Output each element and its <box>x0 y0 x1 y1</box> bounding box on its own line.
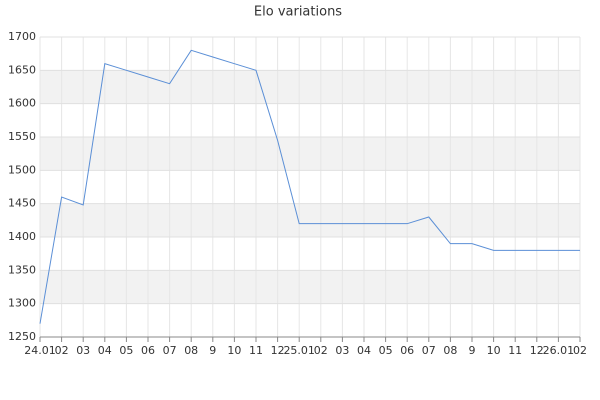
x-tick-label: 10 <box>227 344 241 357</box>
x-tick-label: 06 <box>141 344 155 357</box>
grid-band <box>40 137 580 171</box>
x-tick-label: 12 <box>271 344 285 357</box>
x-tick-label: 04 <box>357 344 371 357</box>
y-tick-label: 1450 <box>8 197 36 210</box>
x-tick-label: 26.01 <box>543 344 575 357</box>
x-tick-label: 9 <box>469 344 476 357</box>
x-tick-label: 06 <box>400 344 414 357</box>
y-tick-label: 1300 <box>8 297 36 310</box>
x-tick-label: 07 <box>422 344 436 357</box>
x-tick-label: 25.01 <box>283 344 315 357</box>
x-tick-label: 02 <box>55 344 69 357</box>
x-tick-label: 05 <box>119 344 133 357</box>
grid-band <box>40 270 580 304</box>
y-tick-label: 1650 <box>8 63 36 76</box>
x-tick-label: 11 <box>508 344 522 357</box>
y-tick-label: 1250 <box>8 330 36 343</box>
x-tick-label: 05 <box>379 344 393 357</box>
x-tick-label: 24.01 <box>24 344 56 357</box>
x-tick-label: 04 <box>98 344 112 357</box>
x-tick-label: 03 <box>335 344 349 357</box>
line <box>39 49 580 324</box>
grid-band <box>40 203 580 237</box>
y-tick-label: 1550 <box>8 130 36 143</box>
x-tick-label: 08 <box>443 344 457 357</box>
y-tick-label: 1600 <box>8 97 36 110</box>
x-tick-label: 07 <box>163 344 177 357</box>
x-tick-label: 9 <box>209 344 216 357</box>
y-tick-label: 1400 <box>8 230 36 243</box>
x-tick-label: 10 <box>487 344 501 357</box>
chart-title: Elo variations <box>254 5 342 20</box>
y-tick-label: 1700 <box>8 30 36 43</box>
y-tick-label: 1350 <box>8 263 36 276</box>
x-tick-label: 12 <box>530 344 544 357</box>
grid-band <box>40 70 580 104</box>
x-tick-label: 02 <box>573 344 587 357</box>
x-tick-label: 03 <box>76 344 90 357</box>
y-tick-label: 1500 <box>8 163 36 176</box>
x-tick-label: 08 <box>184 344 198 357</box>
x-tick-label: 11 <box>249 344 263 357</box>
x-tick-label: 02 <box>314 344 328 357</box>
